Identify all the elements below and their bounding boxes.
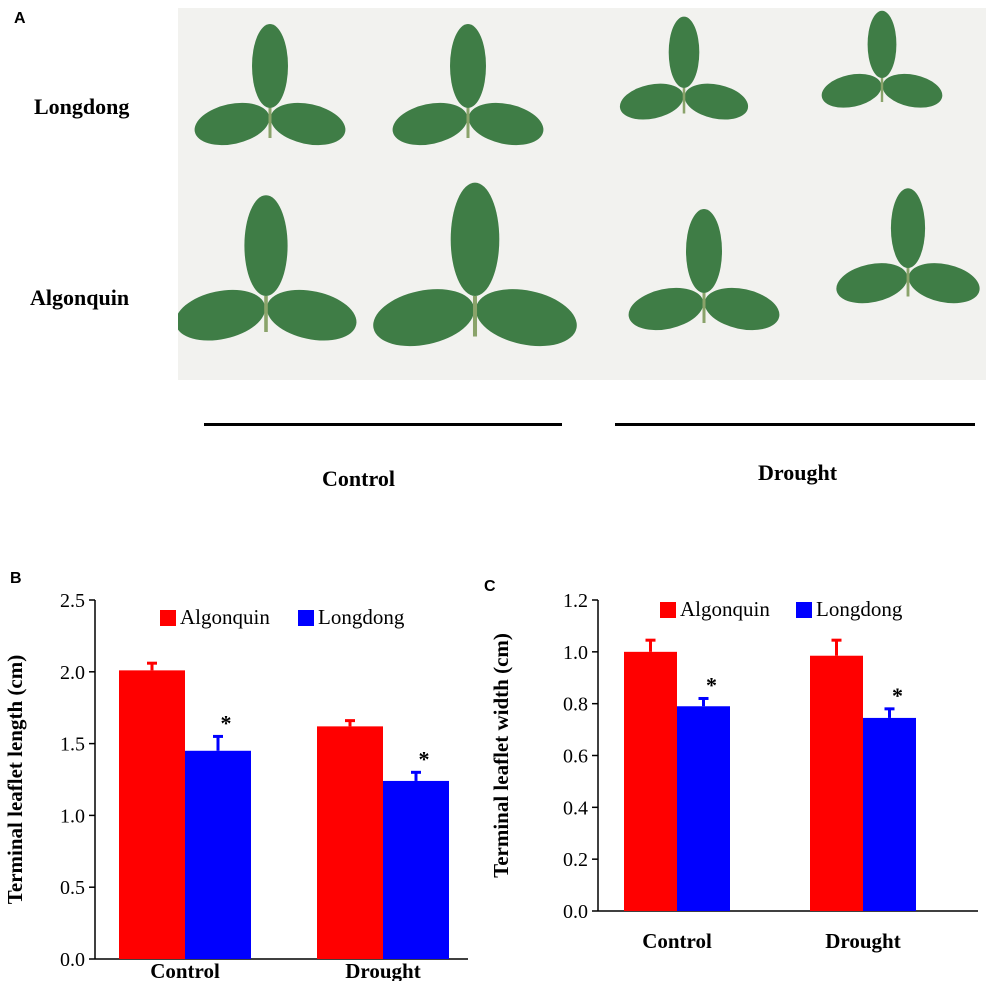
- panel-label-c: C: [484, 578, 496, 595]
- x-category-label: Control: [642, 929, 712, 953]
- leaflet-terminal: [668, 16, 700, 88]
- leaflet-terminal: [450, 24, 486, 108]
- bar-longdong: [185, 750, 251, 959]
- x-category-label: Control: [150, 959, 220, 981]
- y-tick-label: 0.6: [563, 746, 588, 768]
- leaflet-terminal: [867, 10, 897, 78]
- leaflet-terminal: [450, 182, 500, 296]
- leaflet-terminal: [244, 195, 288, 296]
- control-bracket-line: [204, 423, 562, 426]
- y-tick-label: 0.4: [563, 797, 588, 819]
- y-tick-label: 1.5: [60, 734, 85, 756]
- legend-swatch-algonquin: [160, 610, 176, 626]
- leaflet-right: [684, 83, 749, 120]
- leaflet-right: [468, 102, 544, 146]
- y-tick-label: 1.2: [563, 590, 588, 612]
- y-axis-title: Terminal leaflet width (cm): [489, 633, 513, 878]
- legend-label-longdong: Longdong: [816, 597, 903, 621]
- trifoliate-leaf: [373, 182, 577, 347]
- chart-b-leaflet-length: 0.0 0.5 1.0 1.5 2.0 2.5 Terminal leaflet lengt…: [3, 590, 468, 981]
- trifoliate-leaf: [836, 188, 980, 304]
- legend-label-algonquin: Algonquin: [680, 597, 770, 621]
- condition-label-drought: Drought: [758, 460, 838, 485]
- significance-marker: *: [706, 672, 717, 697]
- legend-label-algonquin: Algonquin: [180, 605, 270, 629]
- y-tick-label: 0.0: [60, 949, 85, 971]
- leaflet-right: [908, 263, 980, 304]
- x-category-label: Drought: [345, 959, 420, 981]
- y-tick-label: 0.2: [563, 849, 588, 871]
- y-tick-label: 1.0: [60, 805, 85, 827]
- leaflet-right: [475, 289, 577, 347]
- leaflet-left: [836, 263, 908, 304]
- legend-swatch-longdong: [796, 602, 812, 618]
- y-tick-label: 1.0: [563, 642, 588, 664]
- leaflet-left: [373, 289, 475, 347]
- leaflet-right: [270, 102, 346, 146]
- trifoliate-leaf: [392, 24, 544, 146]
- panel-label-b: B: [10, 570, 22, 587]
- bar-longdong: [677, 706, 730, 911]
- leaflet-right: [266, 289, 357, 341]
- bar-algonquin: [810, 655, 863, 911]
- leaflet-left: [392, 102, 468, 146]
- y-tick-label: 0.5: [60, 877, 85, 899]
- leaf-photo-svg: [175, 10, 980, 347]
- significance-marker: *: [892, 683, 903, 708]
- y-tick-label: 2.5: [60, 590, 85, 612]
- drought-bracket-line: [615, 423, 975, 426]
- trifoliate-leaf: [175, 195, 357, 341]
- significance-marker: *: [221, 710, 232, 735]
- leaf-photo: [175, 8, 986, 380]
- leaflet-left: [628, 287, 704, 331]
- leaflet-terminal: [890, 188, 926, 268]
- leaflet-left: [175, 289, 266, 341]
- condition-label-control: Control: [322, 466, 395, 491]
- leaflet-terminal: [686, 209, 722, 293]
- bar-algonquin: [119, 670, 185, 959]
- bar-algonquin: [317, 726, 383, 959]
- panel-label-a: A: [14, 10, 26, 27]
- y-tick-label: 0.8: [563, 694, 588, 716]
- y-tick-label: 2.0: [60, 662, 85, 684]
- trifoliate-leaf: [821, 10, 943, 108]
- chart-c-leaflet-width: 0.0 0.2 0.4 0.6 0.8 1.0 1.2 Terminal leaflet wi…: [489, 590, 978, 953]
- bar-longdong: [863, 717, 916, 911]
- row-label-longdong: Longdong: [34, 94, 130, 119]
- row-label-algonquin: Algonquin: [30, 285, 130, 310]
- y-tick-label: 0.0: [563, 901, 588, 923]
- legend-swatch-algonquin: [660, 602, 676, 618]
- y-axis-title: Terminal leaflet length (cm): [3, 655, 27, 904]
- leaflet-right: [882, 73, 943, 108]
- trifoliate-leaf: [619, 16, 749, 120]
- leaflet-left: [821, 73, 882, 108]
- legend-label-longdong: Longdong: [318, 605, 405, 629]
- leaflet-left: [194, 102, 270, 146]
- x-category-label: Drought: [825, 929, 900, 953]
- trifoliate-leaf: [628, 209, 780, 331]
- leaflet-terminal: [252, 24, 288, 108]
- bar-algonquin: [624, 651, 677, 911]
- trifoliate-leaf: [194, 24, 346, 146]
- legend-swatch-longdong: [298, 610, 314, 626]
- significance-marker: *: [419, 746, 430, 771]
- bar-longdong: [383, 780, 449, 959]
- leaflet-left: [619, 83, 684, 120]
- leaflet-right: [704, 287, 780, 331]
